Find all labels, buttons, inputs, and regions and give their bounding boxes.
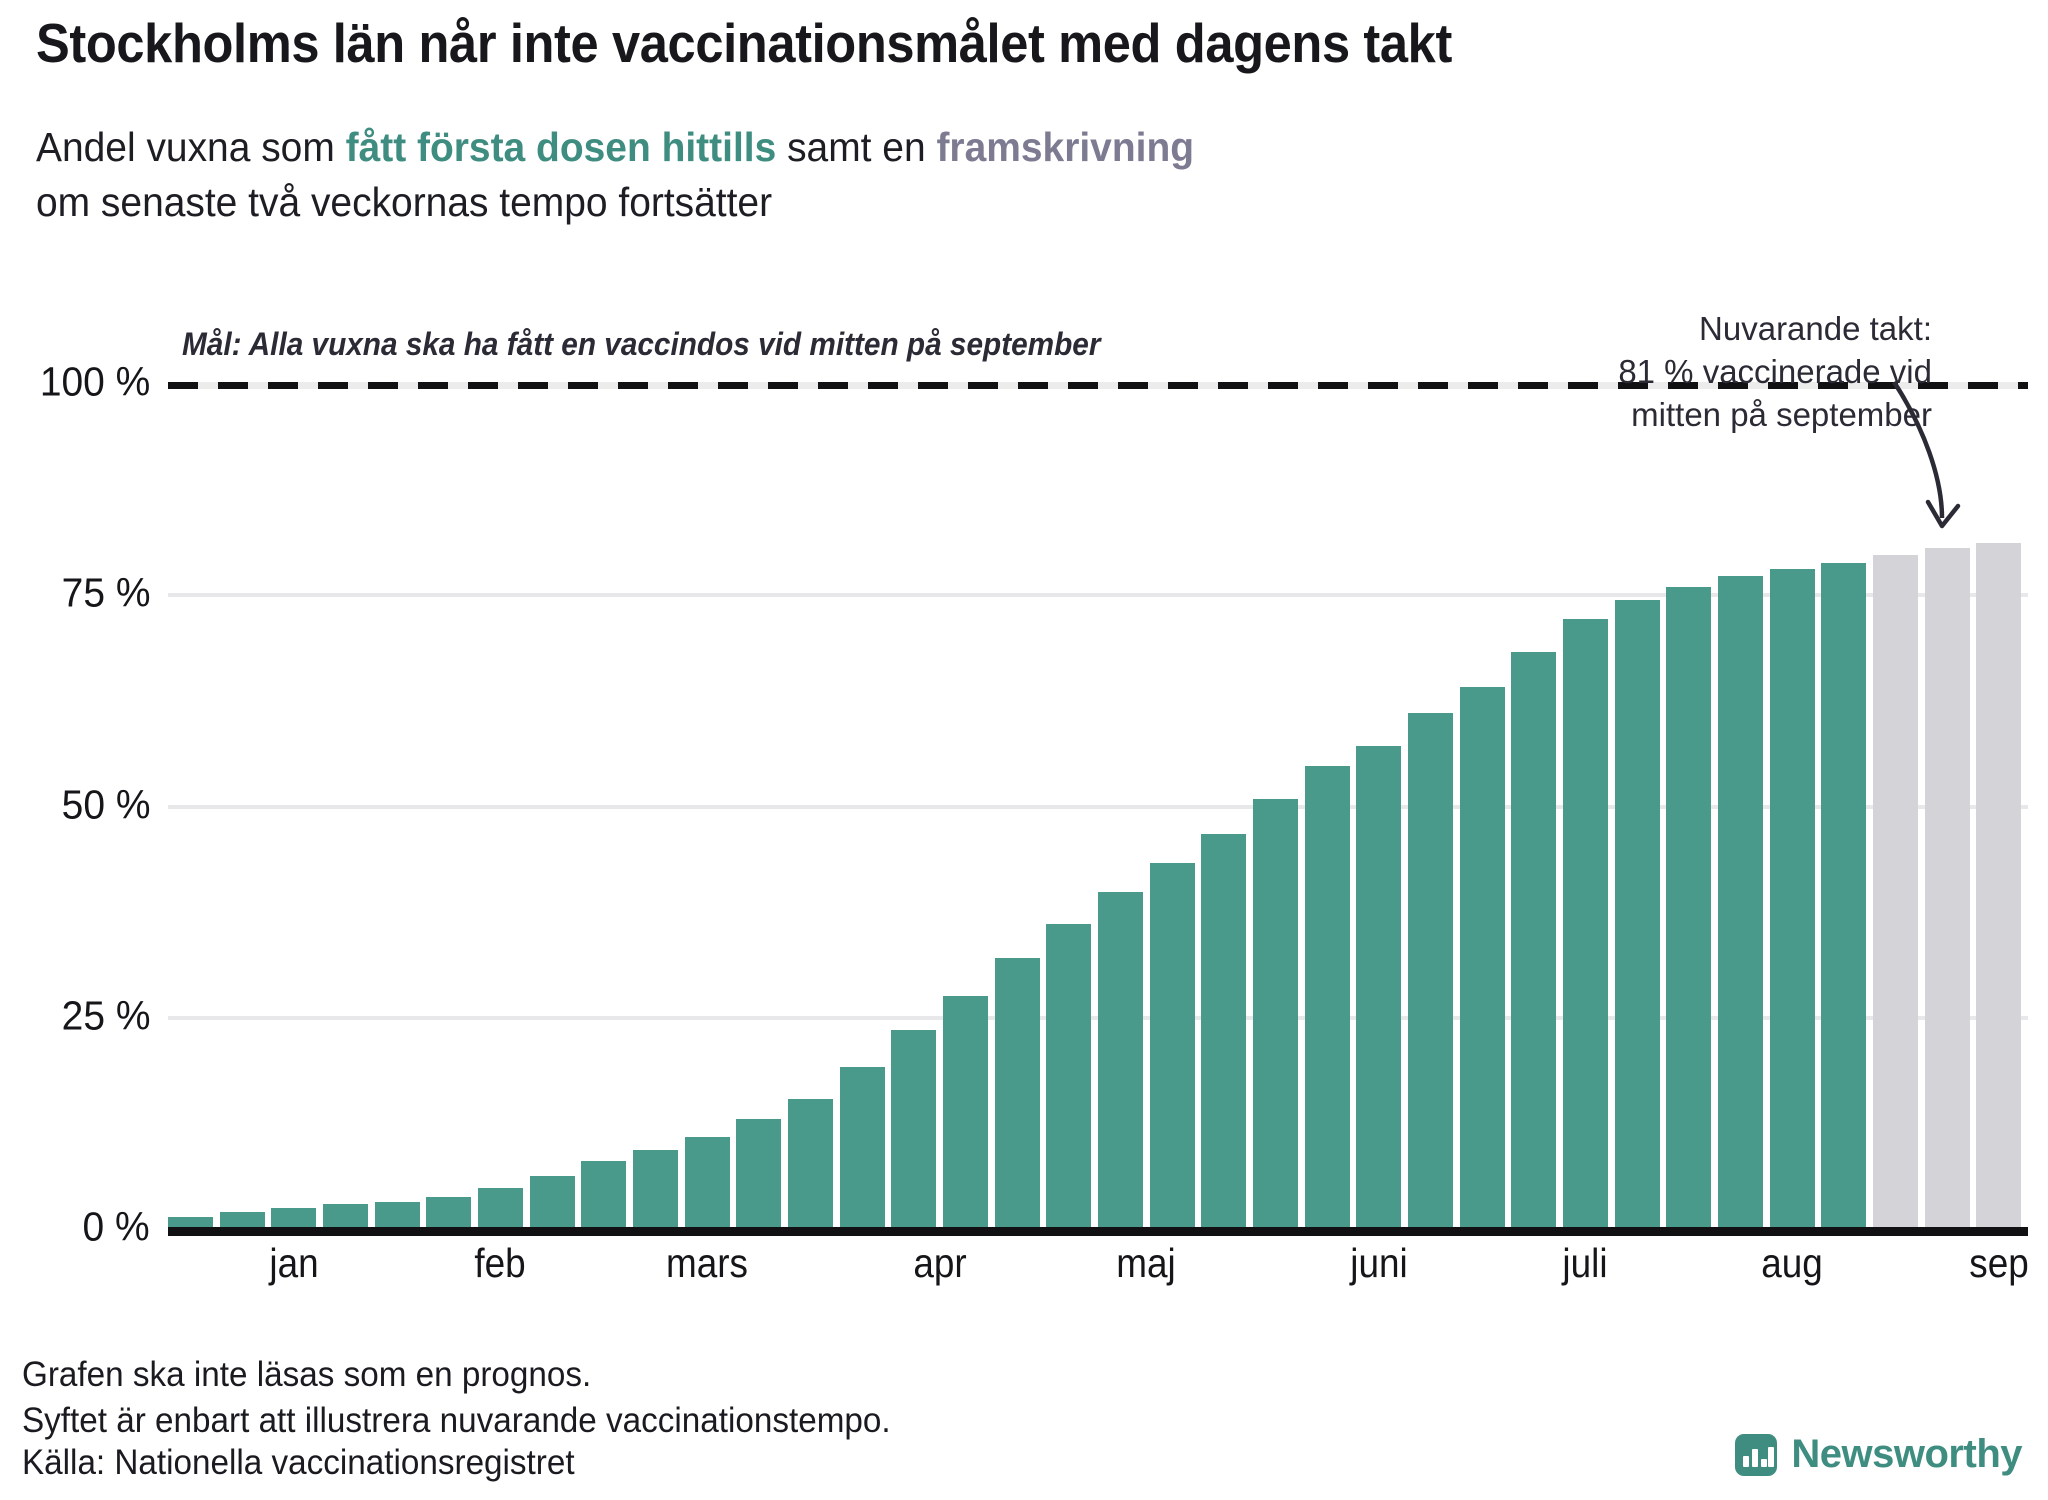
subtitle-part2: samt en	[776, 124, 937, 170]
x-tick-label: aug	[1761, 1240, 1823, 1286]
newsworthy-logo[interactable]: Newsworthy	[1735, 1432, 2022, 1477]
subtitle-line2: om senaste två veckornas tempo fortsätte…	[36, 178, 773, 225]
bar	[1718, 576, 1763, 1227]
footnote-line1: Grafen ska inte läsas som en prognos.	[22, 1355, 592, 1394]
plot-area	[168, 382, 2028, 1236]
bar	[271, 1207, 317, 1227]
bar	[1459, 687, 1505, 1227]
bar	[684, 1137, 730, 1227]
rate-note-line2: 81 % vaccinerade vid	[1618, 352, 1932, 390]
x-tick-label: feb	[474, 1240, 527, 1286]
bar	[529, 1176, 575, 1227]
bar	[839, 1067, 885, 1227]
bar	[1769, 568, 1815, 1227]
goal-annotation: Mål: Alla vuxna ska ha fått en vaccindos…	[182, 326, 1101, 362]
bar	[1821, 562, 1867, 1227]
y-tick-label: 50 %	[61, 781, 150, 827]
bar	[374, 1201, 420, 1227]
bar	[219, 1211, 265, 1227]
footnote: Grafen ska inte läsas som en prognos. Sy…	[22, 1352, 891, 1444]
bar	[736, 1118, 782, 1227]
x-tick-label: jan	[269, 1240, 319, 1286]
y-tick-label: 75 %	[61, 569, 150, 616]
gridline	[168, 593, 2028, 598]
current-rate-annotation: Nuvarande takt: 81 % vaccinerade vid mit…	[1580, 308, 1932, 437]
subtitle-part1: Andel vuxna som	[36, 124, 346, 170]
bar-series	[168, 382, 2028, 1227]
x-tick-label: maj	[1116, 1240, 1177, 1286]
logo-text: Newsworthy	[1791, 1432, 2022, 1476]
bar	[788, 1098, 833, 1227]
bar	[1201, 834, 1247, 1227]
x-tick-label: apr	[912, 1240, 967, 1286]
bar	[323, 1204, 368, 1227]
y-tick-label: 25 %	[61, 992, 150, 1039]
y-axis: 0 % 25 % 50 % 75 % 100 %	[0, 359, 168, 1250]
bar	[478, 1188, 523, 1227]
y-tick-label: 0 %	[82, 1203, 150, 1250]
bar	[1253, 799, 1298, 1227]
x-tick-label: juli	[1562, 1240, 1609, 1286]
bar	[1046, 923, 1092, 1227]
bar	[581, 1161, 627, 1227]
subtitle-highlight-teal: fått första dosen hittills	[345, 124, 777, 170]
y-tick-label: 100 %	[39, 358, 150, 405]
bar	[891, 1030, 937, 1227]
bar	[1924, 548, 1970, 1227]
bar	[1976, 542, 2022, 1227]
bar	[943, 996, 988, 1227]
rate-note-line1: Nuvarande takt:	[1699, 310, 1932, 347]
bar	[1098, 892, 1143, 1227]
x-axis-labels: jan feb mars apr maj juni juli aug sep	[168, 1240, 2028, 1310]
subtitle-highlight-purple: framskrivning	[936, 124, 1195, 170]
page-title: Stockholms län når inte vaccinationsmåle…	[36, 12, 1452, 74]
bar	[1408, 713, 1453, 1227]
bar	[633, 1150, 678, 1227]
goal-line	[168, 382, 2028, 389]
bar	[168, 1216, 213, 1227]
x-tick-label: juni	[1350, 1240, 1408, 1286]
bar	[1511, 651, 1557, 1227]
bar	[1563, 618, 1608, 1227]
rate-note-line3: mitten på september	[1631, 395, 1932, 433]
page-subtitle: Andel vuxna som fått första dosen hittil…	[36, 120, 1870, 229]
bar	[1873, 555, 1918, 1227]
bar-chart-icon	[1735, 1433, 1778, 1476]
gridline	[168, 804, 2028, 809]
bar	[994, 958, 1040, 1227]
bar	[1666, 587, 1712, 1227]
bar	[1614, 600, 1660, 1227]
bar	[426, 1196, 472, 1227]
bar	[1304, 766, 1350, 1227]
x-axis-baseline	[168, 1227, 2028, 1236]
footnote-line2: Syftet är enbart att illustrera nuvarand…	[22, 1401, 891, 1441]
bar	[1356, 746, 1402, 1227]
x-tick-label: mars	[666, 1240, 749, 1286]
x-tick-label: sep	[1969, 1240, 2029, 1286]
bar	[1149, 862, 1195, 1227]
source-label: Källa: Nationella vaccinationsregistret	[22, 1443, 575, 1482]
